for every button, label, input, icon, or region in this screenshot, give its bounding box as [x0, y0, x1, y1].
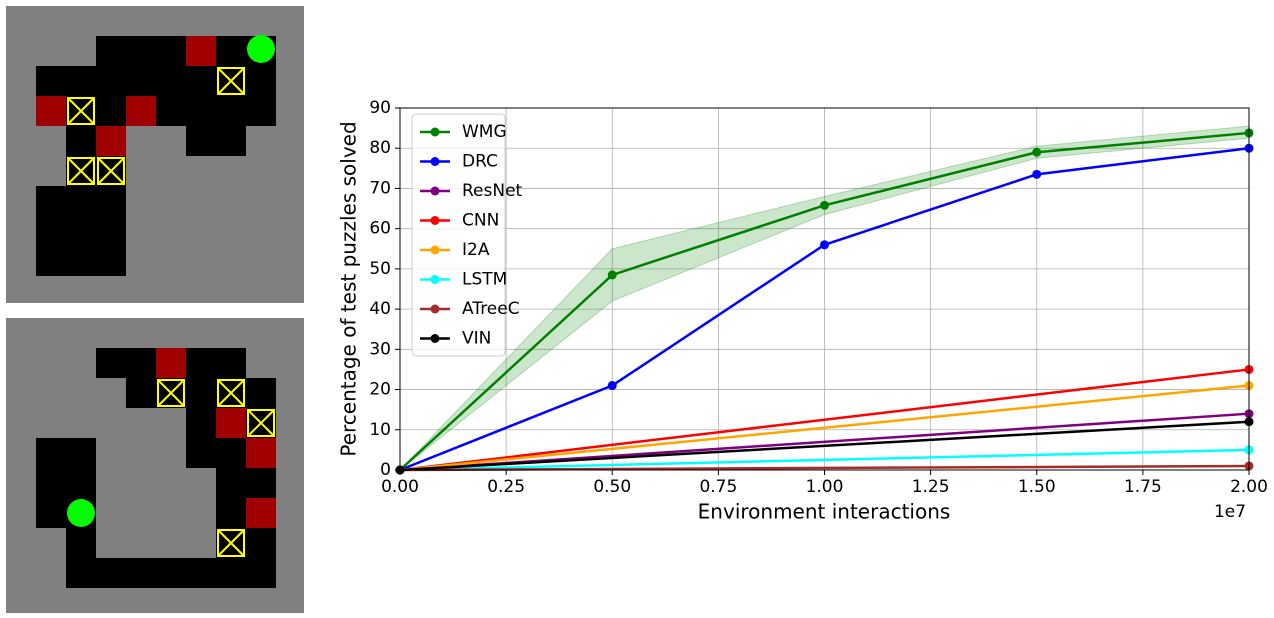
legend-marker	[430, 245, 440, 255]
legend-label: DRC	[462, 152, 498, 172]
y-tick-label: 80	[369, 138, 391, 158]
x-tick-label: 1.75	[1124, 477, 1162, 497]
data-point	[607, 270, 617, 280]
legend-frame	[411, 113, 506, 357]
legend-label: LSTM	[462, 270, 507, 290]
y-tick-label: 30	[369, 339, 391, 359]
data-point	[820, 240, 829, 250]
x-tick-label: 1.00	[806, 477, 844, 497]
y-tick-label: 40	[369, 299, 391, 319]
x-tick-label: 0.50	[593, 477, 631, 497]
series-line	[399, 384, 1250, 472]
legend-marker	[430, 216, 440, 225]
x-tick-label: 0.00	[381, 477, 419, 497]
legend-marker	[430, 186, 440, 196]
y-tick-label: 70	[369, 178, 391, 198]
x-axis-label: Environment interactions	[698, 500, 951, 524]
y-tick-label: 60	[369, 219, 391, 239]
legend-label: I2A	[462, 240, 490, 260]
data-point	[1032, 147, 1042, 157]
y-tick-label: 0	[380, 460, 391, 480]
series-line	[399, 420, 1250, 472]
legend: WMG DRC ResNet CNN I2A LSTM ATreeC VIN	[411, 113, 523, 357]
x-tick-label: 1.50	[1018, 477, 1056, 497]
legend-label: VIN	[462, 329, 491, 349]
x-tick-label: 1.25	[912, 477, 950, 497]
legend-label: ResNet	[462, 181, 523, 201]
series-line	[399, 368, 1250, 472]
data-point	[1032, 169, 1042, 179]
x-tick-label: 0.75	[699, 477, 737, 497]
chart: 0.00 0.25 0.50 0.75 1.00 1.25 1.50 1.75 2.00 0 10 2…	[369, 98, 1268, 497]
data-point	[607, 381, 617, 391]
y-tick-label: 10	[369, 420, 391, 440]
y-tick-label: 90	[369, 98, 391, 118]
data-point	[820, 200, 829, 210]
y-axis-label: Percentage of test puzzles solved	[337, 121, 361, 456]
plot-frame	[399, 107, 1250, 471]
series-line	[399, 464, 1250, 472]
y-tick-label: 50	[369, 259, 391, 279]
series-line	[399, 448, 1250, 472]
y-tick-label: 20	[369, 380, 391, 400]
puzzle-bottom	[6, 318, 304, 613]
x-offset-label: 1e7	[1214, 502, 1246, 522]
legend-label: WMG	[462, 122, 507, 142]
legend-marker	[430, 157, 440, 166]
legend-label: CNN	[462, 211, 499, 231]
legend-marker	[430, 127, 440, 137]
legend-marker	[430, 334, 440, 343]
x-tick-label: 0.25	[487, 477, 525, 497]
series-line	[399, 412, 1250, 472]
x-tick-label: 2.00	[1230, 477, 1268, 497]
legend-label: ATreeC	[462, 299, 520, 319]
puzzle-top	[6, 6, 304, 303]
legend-marker	[430, 275, 440, 284]
legend-marker	[430, 304, 440, 314]
